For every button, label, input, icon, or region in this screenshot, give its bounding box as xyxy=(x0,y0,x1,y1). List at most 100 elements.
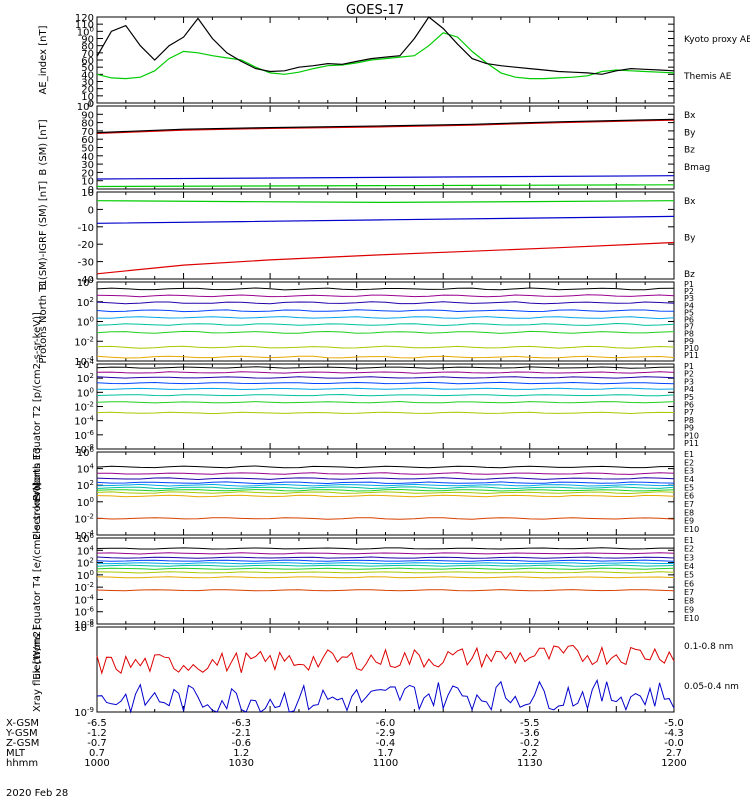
y-tick-label: 50 xyxy=(81,63,94,74)
legend-P10: P10 xyxy=(684,344,699,353)
y-tick-label: 110 xyxy=(75,20,94,31)
y-tick-label: 50 xyxy=(81,144,94,155)
y-tick-label: 104 xyxy=(77,463,95,476)
legend-E9: E9 xyxy=(684,517,694,526)
series-line-Themis AE xyxy=(96,16,675,75)
x-tick-value: -2.1 xyxy=(231,728,251,739)
series-line-P9 xyxy=(96,355,675,359)
panel-5: 10-4 10-2 100 102 104 106 Electrons North T3 E1… xyxy=(32,446,699,542)
legend-P4: P4 xyxy=(684,301,694,310)
y-tick-label: 10-2 xyxy=(74,581,94,594)
series-line-By xyxy=(96,184,675,188)
y-tick-label: 10-4 xyxy=(74,529,94,542)
panel-frame xyxy=(96,626,675,713)
chart-title: GOES-17 xyxy=(346,3,404,18)
x-tick-value: 1.2 xyxy=(233,748,249,759)
y-axis-label: Xray flux [W/m2] xyxy=(32,627,43,712)
series-line-E10 xyxy=(96,517,675,520)
x-tick-value: 1100 xyxy=(373,758,398,769)
series-line-P4 xyxy=(96,381,675,385)
series-line-Bmag xyxy=(96,118,675,134)
series-line-E2 xyxy=(96,552,675,555)
series-line-P2 xyxy=(96,371,675,374)
legend-Themis AE: Themis AE xyxy=(683,72,732,82)
date-label: 2020 Feb 28 xyxy=(6,788,68,799)
legend-E5: E5 xyxy=(684,571,694,580)
y-axis-label: Electrons Equator T4 [e/(cm2-s-sr-keV)] xyxy=(32,482,43,679)
y-tick-label: 102 xyxy=(77,372,94,385)
legend-P6: P6 xyxy=(684,316,694,325)
legend-E8: E8 xyxy=(684,597,694,606)
series-line-E1 xyxy=(96,465,675,469)
legend-Bz: Bz xyxy=(684,270,695,280)
series-line-By xyxy=(96,200,675,204)
legend-P4: P4 xyxy=(684,385,694,394)
series-line-E4 xyxy=(96,559,675,562)
y-tick-label: 10-2 xyxy=(74,401,94,414)
series-line-0.05-0.4 nm xyxy=(96,678,675,714)
x-tick-value: -2.9 xyxy=(376,728,396,739)
legend-Bz: Bz xyxy=(684,146,695,156)
legend-P9: P9 xyxy=(684,337,694,346)
series-line-E7 xyxy=(96,567,675,570)
x-tick-value: -0.7 xyxy=(87,738,107,749)
y-tick-label: 102 xyxy=(77,557,94,570)
y-tick-label: 10 xyxy=(81,177,94,188)
legend-E3: E3 xyxy=(684,467,694,476)
x-tick-value: 1030 xyxy=(229,758,254,769)
legend-P6: P6 xyxy=(684,401,694,410)
series-line-P5 xyxy=(96,316,675,320)
y-tick-label: 100 xyxy=(77,386,94,399)
legend-0.1-0.8 nm: 0.1-0.8 nm xyxy=(684,642,733,652)
panel-frame xyxy=(96,281,675,362)
legend-0.05-0.4 nm: 0.05-0.4 nm xyxy=(684,682,739,692)
y-tick-label: 10-8 xyxy=(74,443,94,456)
legend-E7: E7 xyxy=(684,500,694,509)
legend-P8: P8 xyxy=(684,330,694,339)
y-axis-label: Protons Equator T2 [p/(cm2-s-sr-keV)] xyxy=(32,312,43,501)
y-tick-label: 100 xyxy=(77,316,94,329)
x-tick-value: -5.5 xyxy=(520,718,540,729)
series-line-P8 xyxy=(96,345,675,349)
y-tick-label: 104 xyxy=(77,276,95,289)
x-tick-value: 1130 xyxy=(517,758,542,769)
y-tick-label: -20 xyxy=(78,240,94,251)
legend-E1: E1 xyxy=(684,536,694,545)
series-line-E7 xyxy=(96,488,675,492)
series-line-E6 xyxy=(96,486,675,490)
y-tick-label: 0 xyxy=(88,185,94,196)
series-line-E5 xyxy=(96,483,675,487)
series-line-E9 xyxy=(96,576,675,579)
x-tick-value: 1.7 xyxy=(378,748,394,759)
y-tick-label: 10-9 xyxy=(74,706,94,719)
x-tick-value: -0.2 xyxy=(520,738,540,749)
x-tick-value: 1000 xyxy=(84,758,109,769)
y-tick-label: 70 xyxy=(81,49,94,60)
y-axis-label: B (SM) [nT] xyxy=(38,119,49,175)
y-tick-label: 60 xyxy=(81,56,94,67)
y-tick-label: 10-2 xyxy=(74,335,94,348)
y-tick-label: 10-8 xyxy=(74,618,94,631)
x-tick-value: -0.0 xyxy=(664,738,684,749)
legend-Bx: Bx xyxy=(684,197,696,207)
legend-By: By xyxy=(684,128,696,138)
legend-E10: E10 xyxy=(684,614,699,623)
legend-P7: P7 xyxy=(684,323,694,332)
y-tick-label: 10-2 xyxy=(74,512,94,525)
legend-E2: E2 xyxy=(684,545,694,554)
legend-E10: E10 xyxy=(684,525,699,534)
legend-E6: E6 xyxy=(684,492,694,501)
y-tick-label: 10-6 xyxy=(74,429,94,442)
y-tick-label: 20 xyxy=(81,168,94,179)
series-line-0.1-0.8 nm xyxy=(96,644,675,675)
y-axis-label: AE_index [nT] xyxy=(38,25,49,94)
series-line-P7 xyxy=(96,400,675,404)
legend-P3: P3 xyxy=(684,294,694,303)
x-row-label: MLT xyxy=(6,748,26,759)
x-row-label: Z-GSM xyxy=(6,738,39,749)
